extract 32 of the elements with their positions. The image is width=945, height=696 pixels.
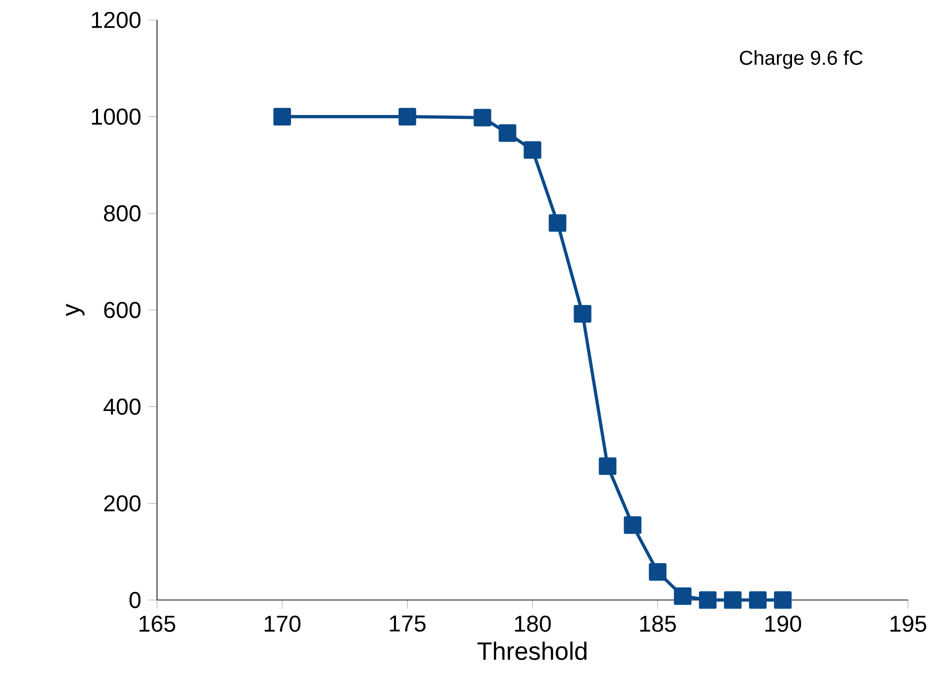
x-tick-label: 165 xyxy=(140,616,176,632)
point xyxy=(724,591,742,609)
x-axis-title: Threshold xyxy=(477,642,586,660)
point xyxy=(698,591,717,609)
point xyxy=(598,457,616,475)
point xyxy=(774,591,792,609)
point xyxy=(749,591,767,609)
y-tick-label: 1200 xyxy=(92,12,140,28)
x-tick-label: 185 xyxy=(640,616,676,632)
y-tick-label: 800 xyxy=(104,205,140,222)
point xyxy=(498,124,516,142)
annotation: Charge 9.6 fC xyxy=(740,50,863,69)
x-tick-label: 195 xyxy=(890,616,926,632)
y-tick-label: 1000 xyxy=(92,108,140,125)
y-tick-label: 200 xyxy=(104,495,140,512)
x-tick-label: 190 xyxy=(765,616,802,632)
point xyxy=(524,141,542,159)
y-tick-label: 0 xyxy=(130,592,140,608)
point xyxy=(398,108,416,126)
point xyxy=(624,516,642,534)
x-tick-label: 180 xyxy=(515,616,551,632)
point xyxy=(648,563,666,581)
y-tick-label: 600 xyxy=(104,302,140,318)
x-tick-label: 170 xyxy=(264,616,300,632)
point xyxy=(273,108,291,126)
x-tick-label: 175 xyxy=(390,616,426,632)
point xyxy=(474,108,492,126)
y-axis-title: y xyxy=(66,304,84,316)
point xyxy=(674,587,692,605)
point xyxy=(548,214,566,232)
point xyxy=(574,305,592,323)
y-tick-label: 400 xyxy=(104,398,140,415)
